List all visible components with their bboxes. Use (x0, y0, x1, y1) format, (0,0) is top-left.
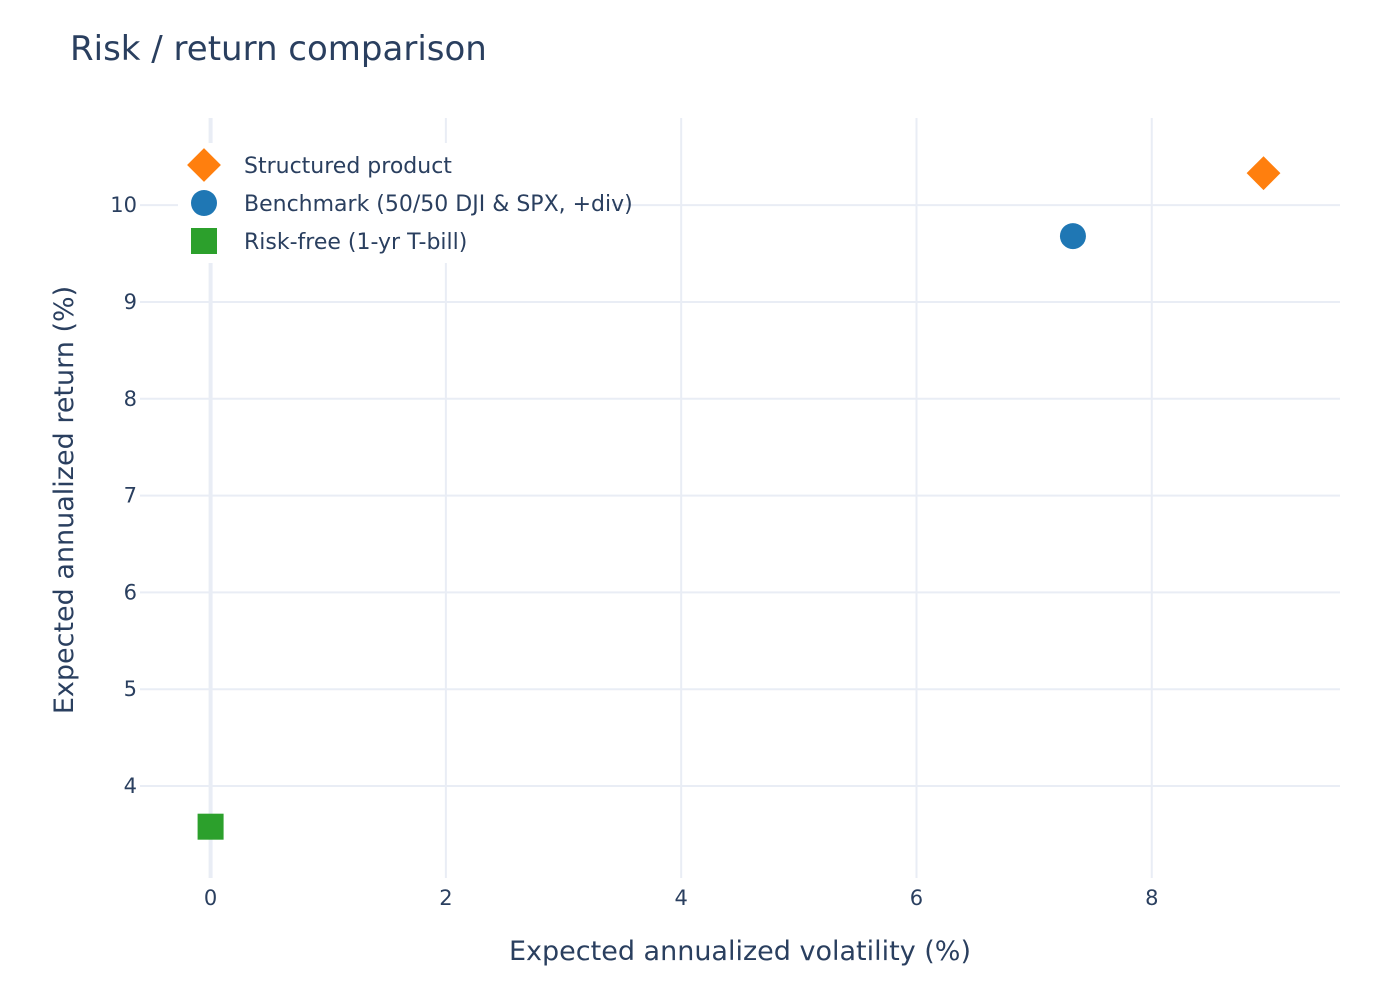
x-axis-label: Expected annualized volatility (%) (509, 936, 971, 967)
data-points (197, 156, 1281, 840)
diamond-legend-icon (187, 148, 221, 182)
y-tick-label: 4 (124, 774, 137, 798)
circle-data-point (1059, 223, 1086, 250)
y-tick-label: 7 (124, 484, 137, 508)
legend-item[interactable]: Benchmark (50/50 DJI & SPX, +div) (191, 190, 633, 217)
y-tick-label: 10 (110, 193, 137, 217)
square-data-point (197, 813, 224, 840)
y-tick-label: 8 (124, 387, 137, 411)
x-tick-label: 8 (1145, 886, 1158, 910)
tick-labels: 0 2 4 6 8 4 5 6 7 8 9 10 (110, 193, 1158, 910)
x-tick-label: 4 (674, 886, 687, 910)
y-tick-label: 6 (124, 580, 137, 604)
legend-item[interactable]: Risk-free (1-yr T-bill) (191, 228, 467, 255)
chart-title: Risk / return comparison (70, 29, 487, 69)
x-tick-label: 0 (204, 886, 217, 910)
square-legend-icon (191, 228, 217, 254)
y-tick-label: 9 (124, 290, 137, 314)
y-tick-label: 5 (124, 677, 137, 701)
legend-label: Benchmark (50/50 DJI & SPX, +div) (244, 192, 633, 217)
y-axis-label: Expected annualized return (%) (49, 286, 80, 714)
legend-label: Structured product (244, 154, 452, 179)
circle-legend-icon (191, 190, 217, 216)
x-tick-label: 6 (910, 886, 923, 910)
x-tick-label: 2 (439, 886, 452, 910)
legend-background (178, 143, 612, 263)
legend-item[interactable]: Structured product (187, 148, 452, 182)
legend[interactable]: Structured product Benchmark (50/50 DJI &… (178, 143, 633, 263)
diamond-data-point (1246, 156, 1281, 191)
legend-label: Risk-free (1-yr T-bill) (244, 230, 467, 255)
